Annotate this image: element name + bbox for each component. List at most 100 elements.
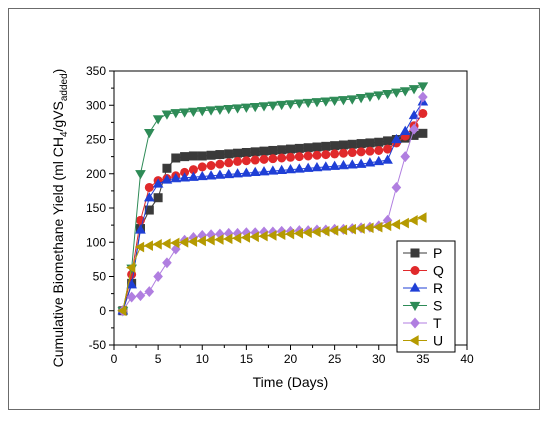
data-point (143, 192, 155, 202)
data-point (374, 137, 384, 147)
y-axis-label-main: Cumulative Biomethane Yield (ml CH (50, 137, 66, 367)
data-point (364, 222, 374, 234)
data-point (277, 153, 287, 163)
data-point (400, 151, 411, 163)
data-point (347, 139, 357, 149)
legend-item: U (403, 333, 443, 349)
data-point (418, 91, 428, 103)
data-point (152, 178, 164, 188)
y-tick-label: -50 (89, 338, 107, 352)
data-point (249, 166, 261, 177)
data-point (365, 146, 375, 156)
x-tick-label: 30 (372, 352, 386, 366)
data-point (338, 159, 349, 170)
legend-label: U (433, 333, 443, 349)
data-point (144, 205, 154, 215)
legend-label: T (433, 315, 442, 331)
data-point (197, 151, 207, 161)
data-point (294, 152, 304, 162)
data-point (285, 164, 296, 174)
data-point (126, 262, 136, 273)
data-point (321, 150, 331, 160)
data-point (294, 99, 305, 109)
y-tick-label: 50 (93, 270, 107, 284)
data-point (241, 103, 252, 113)
data-point (233, 156, 243, 166)
data-point (365, 138, 375, 148)
data-point (214, 234, 224, 245)
data-point (320, 97, 332, 107)
y-tick-label: 250 (86, 133, 106, 147)
data-point (408, 215, 418, 226)
y-axis-label-sub2: added (59, 73, 70, 101)
data-point (196, 235, 206, 247)
data-point (143, 240, 153, 251)
data-point (231, 232, 242, 244)
data-point (152, 238, 162, 250)
data-point (321, 141, 331, 151)
data-point (312, 142, 322, 152)
data-point (391, 133, 402, 144)
data-point (179, 172, 190, 182)
data-point (241, 156, 251, 166)
data-point (224, 158, 234, 168)
data-point (267, 230, 277, 241)
data-point (170, 172, 182, 183)
data-point (417, 212, 427, 223)
data-point (294, 163, 305, 173)
data-point (205, 234, 215, 246)
data-point (224, 149, 234, 159)
data-point (355, 223, 365, 234)
data-point (152, 115, 164, 125)
data-point (330, 149, 340, 159)
data-point (293, 228, 303, 239)
data-point (312, 150, 322, 160)
data-point (347, 148, 357, 158)
data-point (258, 166, 270, 176)
data-point (320, 161, 332, 171)
y-tick-label: 100 (86, 235, 106, 249)
data-point (171, 153, 181, 163)
data-point (390, 219, 401, 230)
data-point (373, 91, 385, 101)
series-u (117, 212, 427, 317)
data-point (364, 92, 376, 102)
y-tick-label: 150 (86, 201, 106, 215)
data-point (320, 225, 330, 237)
line-chart: 0 5 10 15 20 25 30 35 40 -50 0 50 100 150 200 250 300 35… (50, 64, 474, 390)
series-line (122, 101, 424, 311)
data-point (126, 291, 137, 303)
data-point (267, 165, 279, 175)
legend-marker (410, 248, 420, 258)
data-point (408, 85, 420, 95)
data-point (364, 157, 376, 167)
data-point (329, 160, 340, 170)
data-point (383, 136, 393, 146)
data-point (187, 236, 198, 247)
data-point (391, 88, 402, 98)
data-point (240, 232, 251, 243)
data-point (241, 148, 251, 158)
data-point (285, 144, 295, 154)
data-point (223, 168, 235, 179)
data-point (356, 147, 366, 157)
data-point (196, 170, 208, 181)
data-point (117, 305, 127, 317)
legend-item: Q (403, 263, 444, 279)
data-point (311, 98, 323, 108)
data-point (399, 217, 409, 229)
data-point (250, 147, 260, 157)
data-point (374, 145, 384, 155)
legend-marker (409, 282, 421, 292)
data-point (135, 170, 146, 180)
data-point (214, 169, 226, 179)
data-point (249, 102, 261, 113)
data-point (303, 143, 313, 153)
data-point (232, 168, 243, 178)
y-tick-label: 200 (86, 167, 106, 181)
data-point (330, 141, 340, 151)
legend-item: R (403, 280, 443, 296)
data-point (346, 95, 358, 105)
data-point (233, 148, 243, 158)
legend-marker (410, 265, 420, 275)
